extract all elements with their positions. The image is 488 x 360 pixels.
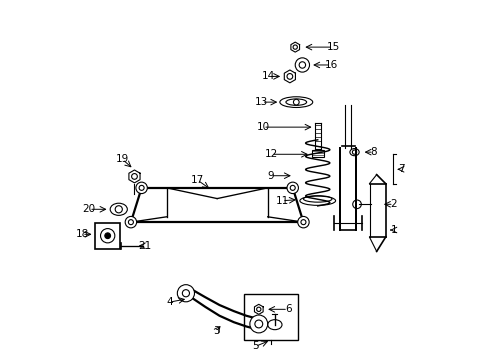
Text: 16: 16 (324, 60, 337, 70)
Bar (95, 223, 120, 249)
Text: 13: 13 (255, 97, 268, 107)
Circle shape (125, 216, 136, 228)
Circle shape (297, 216, 308, 228)
Text: 12: 12 (264, 149, 277, 159)
Ellipse shape (299, 196, 335, 205)
Bar (311, 150, 323, 157)
Bar (311, 150, 323, 157)
Text: 8: 8 (370, 147, 376, 157)
Text: 4: 4 (166, 297, 172, 307)
Ellipse shape (349, 149, 358, 156)
Text: 15: 15 (326, 42, 339, 52)
Circle shape (136, 182, 147, 194)
Ellipse shape (279, 97, 312, 108)
Text: 18: 18 (75, 229, 88, 239)
Circle shape (293, 99, 299, 105)
Text: 11: 11 (275, 196, 288, 206)
Text: 7: 7 (398, 164, 404, 174)
Text: 3: 3 (213, 326, 220, 336)
Text: 10: 10 (256, 122, 269, 132)
Ellipse shape (110, 203, 127, 215)
Text: 19: 19 (116, 154, 129, 164)
Text: 17: 17 (190, 175, 203, 185)
Circle shape (249, 315, 267, 333)
Text: 14: 14 (262, 71, 275, 81)
Text: 20: 20 (82, 204, 96, 214)
Bar (95, 223, 120, 249)
Text: 21: 21 (138, 241, 151, 251)
Circle shape (104, 233, 110, 239)
Text: 5: 5 (251, 342, 258, 351)
Text: 9: 9 (266, 171, 273, 181)
Text: 1: 1 (390, 225, 396, 235)
Text: 2: 2 (390, 199, 396, 209)
Text: 6: 6 (284, 304, 291, 314)
Circle shape (286, 182, 298, 194)
Bar (244, 294, 298, 340)
Bar (244, 294, 298, 340)
Circle shape (177, 285, 194, 302)
Ellipse shape (267, 320, 282, 330)
